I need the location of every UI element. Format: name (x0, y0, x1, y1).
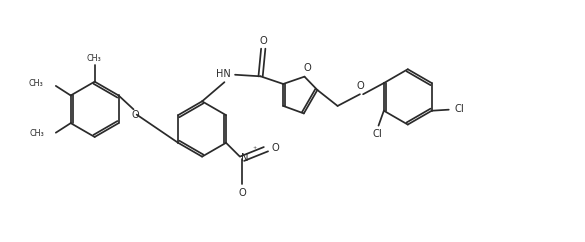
Text: HN: HN (216, 69, 230, 79)
Text: CH₃: CH₃ (86, 54, 101, 63)
Text: O: O (303, 63, 311, 73)
Text: O: O (271, 143, 280, 153)
Text: O: O (259, 36, 267, 46)
Text: N: N (241, 153, 249, 163)
Text: ⁺: ⁺ (252, 145, 256, 154)
Text: O: O (357, 81, 364, 91)
Text: O: O (131, 110, 139, 120)
Text: CH₃: CH₃ (28, 79, 43, 88)
Text: O: O (238, 188, 246, 198)
Text: Cl: Cl (373, 129, 383, 139)
Text: Cl: Cl (455, 104, 464, 113)
Text: CH₃: CH₃ (29, 129, 44, 138)
